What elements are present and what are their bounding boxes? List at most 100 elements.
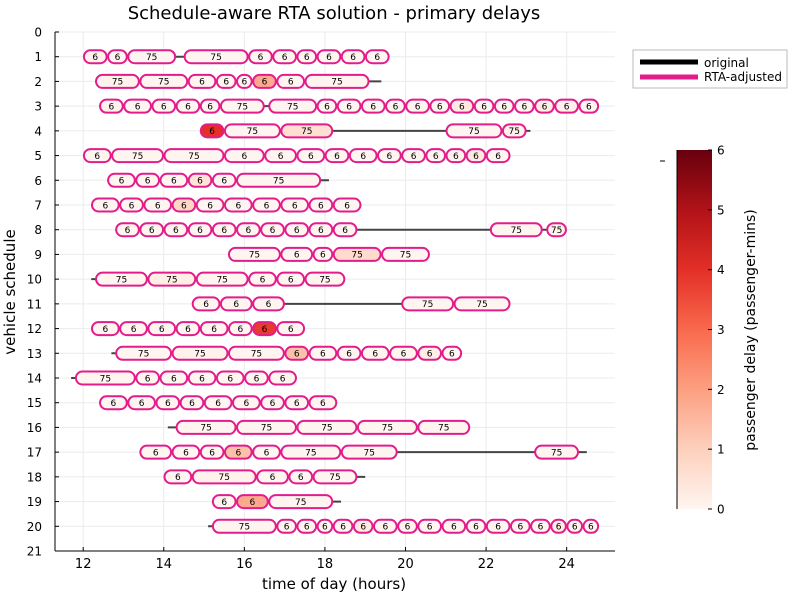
schedule-row-1: 6 6 75 75 6 6 6 6 6 6 bbox=[82, 49, 390, 65]
schedule-row-3: 6 6 6 6 6 75 75 6 6 6 6 6 6 6 6 6 6 6 6 6 bbox=[99, 98, 600, 114]
schedule-row-5: 6 75 75 6 6 6 6 6 6 6 6 6 6 6 bbox=[82, 148, 511, 164]
trip-label: 6 bbox=[334, 152, 340, 162]
trip-label: 6 bbox=[320, 399, 326, 409]
trip-block bbox=[276, 73, 306, 89]
trip-block bbox=[308, 197, 334, 213]
trip-block bbox=[465, 518, 487, 534]
trip-block bbox=[223, 197, 253, 213]
trip-label: 6 bbox=[92, 53, 98, 63]
trip-block bbox=[276, 321, 306, 337]
y-tick-label: 18 bbox=[27, 470, 42, 484]
trip-block bbox=[187, 222, 213, 238]
trip-block bbox=[332, 222, 358, 238]
trip-label: 75 bbox=[218, 473, 229, 483]
trip-block bbox=[510, 518, 531, 534]
trip-label: 6 bbox=[411, 152, 417, 162]
trip-label: 6 bbox=[173, 226, 179, 236]
schedule-row-11: 6 6 6 75 75 bbox=[191, 296, 511, 312]
trip-label: 75 bbox=[331, 78, 342, 88]
trip-block bbox=[582, 518, 600, 534]
trip-block bbox=[445, 148, 467, 164]
legend-box bbox=[632, 49, 788, 89]
trip-label: 75 bbox=[382, 424, 393, 434]
trip-block bbox=[268, 494, 334, 510]
trip-label: 75 bbox=[305, 448, 316, 458]
trip-block bbox=[377, 148, 402, 164]
trip-block bbox=[95, 271, 148, 287]
trip-block bbox=[171, 197, 197, 213]
legend-rta-adjusted-label: RTA-adjusted bbox=[704, 70, 782, 84]
trip-label: 6 bbox=[185, 325, 191, 335]
schedule-row-10: 75 75 75 6 6 75 bbox=[91, 271, 346, 287]
trip-block bbox=[332, 197, 362, 213]
trip-block bbox=[296, 419, 358, 435]
trip-label: 6 bbox=[246, 226, 252, 236]
trip-block bbox=[236, 419, 297, 435]
trip-block bbox=[107, 49, 128, 65]
trip-label: 75 bbox=[509, 127, 520, 137]
trip-block bbox=[252, 197, 281, 213]
trip-label: 75 bbox=[438, 424, 449, 434]
trip-label: 6 bbox=[115, 53, 121, 63]
y-tick-label: 10 bbox=[27, 273, 42, 287]
trip-block bbox=[441, 518, 467, 534]
colorbar-tick-label: 1 bbox=[717, 443, 725, 457]
trip-label: 6 bbox=[119, 177, 125, 187]
trip-block bbox=[82, 148, 112, 164]
trip-label: 6 bbox=[501, 102, 507, 112]
trip-label: 6 bbox=[588, 523, 594, 533]
trip-label: 6 bbox=[175, 473, 181, 483]
trip-block bbox=[312, 469, 358, 485]
trip-label: 6 bbox=[572, 523, 578, 533]
trip-label: 6 bbox=[556, 523, 562, 533]
trip-label: 6 bbox=[129, 201, 135, 211]
trip-block bbox=[139, 444, 173, 460]
trip-block bbox=[296, 148, 326, 164]
trip-block bbox=[308, 222, 334, 238]
trip-label: 6 bbox=[241, 152, 247, 162]
trip-block bbox=[252, 73, 277, 89]
trip-block bbox=[115, 222, 140, 238]
trip-label: 6 bbox=[199, 78, 205, 88]
trip-block bbox=[252, 296, 285, 312]
trip-block bbox=[304, 73, 370, 89]
trip-label: 75 bbox=[261, 424, 272, 434]
trip-block bbox=[236, 222, 261, 238]
trip-block bbox=[171, 345, 229, 361]
trip-label: 6 bbox=[264, 448, 270, 458]
trip-block bbox=[211, 222, 237, 238]
trip-label: 6 bbox=[292, 201, 298, 211]
trip-label: 6 bbox=[382, 523, 388, 533]
trip-label: 6 bbox=[401, 350, 407, 360]
trip-block bbox=[401, 148, 426, 164]
colorbar-tick-label: 6 bbox=[717, 144, 725, 158]
trip-block bbox=[401, 296, 455, 312]
trip-label: 6 bbox=[405, 523, 411, 533]
trip-block bbox=[336, 345, 362, 361]
trip-block bbox=[179, 395, 205, 411]
trip-block bbox=[356, 419, 418, 435]
trip-block bbox=[566, 518, 584, 534]
schedule-row-19: 6 6 75 bbox=[211, 494, 342, 510]
trip-label: 75 bbox=[112, 78, 123, 88]
trip-label: 6 bbox=[181, 201, 187, 211]
trip-block bbox=[316, 49, 342, 65]
y-tick-label: 7 bbox=[34, 199, 42, 213]
trip-block bbox=[135, 370, 160, 386]
trip-block bbox=[91, 321, 120, 337]
trip-label: 6 bbox=[243, 399, 249, 409]
trip-block bbox=[211, 494, 237, 510]
trip-label: 6 bbox=[521, 102, 527, 112]
trip-block bbox=[417, 345, 443, 361]
trip-block bbox=[312, 246, 334, 262]
trip-block bbox=[111, 148, 165, 164]
trip-label: 75 bbox=[364, 448, 375, 458]
trip-block bbox=[493, 98, 515, 114]
trip-block bbox=[336, 98, 362, 114]
trip-block bbox=[373, 518, 398, 534]
trip-label: 6 bbox=[308, 152, 314, 162]
trip-label: 6 bbox=[203, 300, 209, 310]
trip-label: 6 bbox=[139, 399, 145, 409]
schedule-row-16: 75 75 75 75 75 bbox=[167, 419, 471, 435]
